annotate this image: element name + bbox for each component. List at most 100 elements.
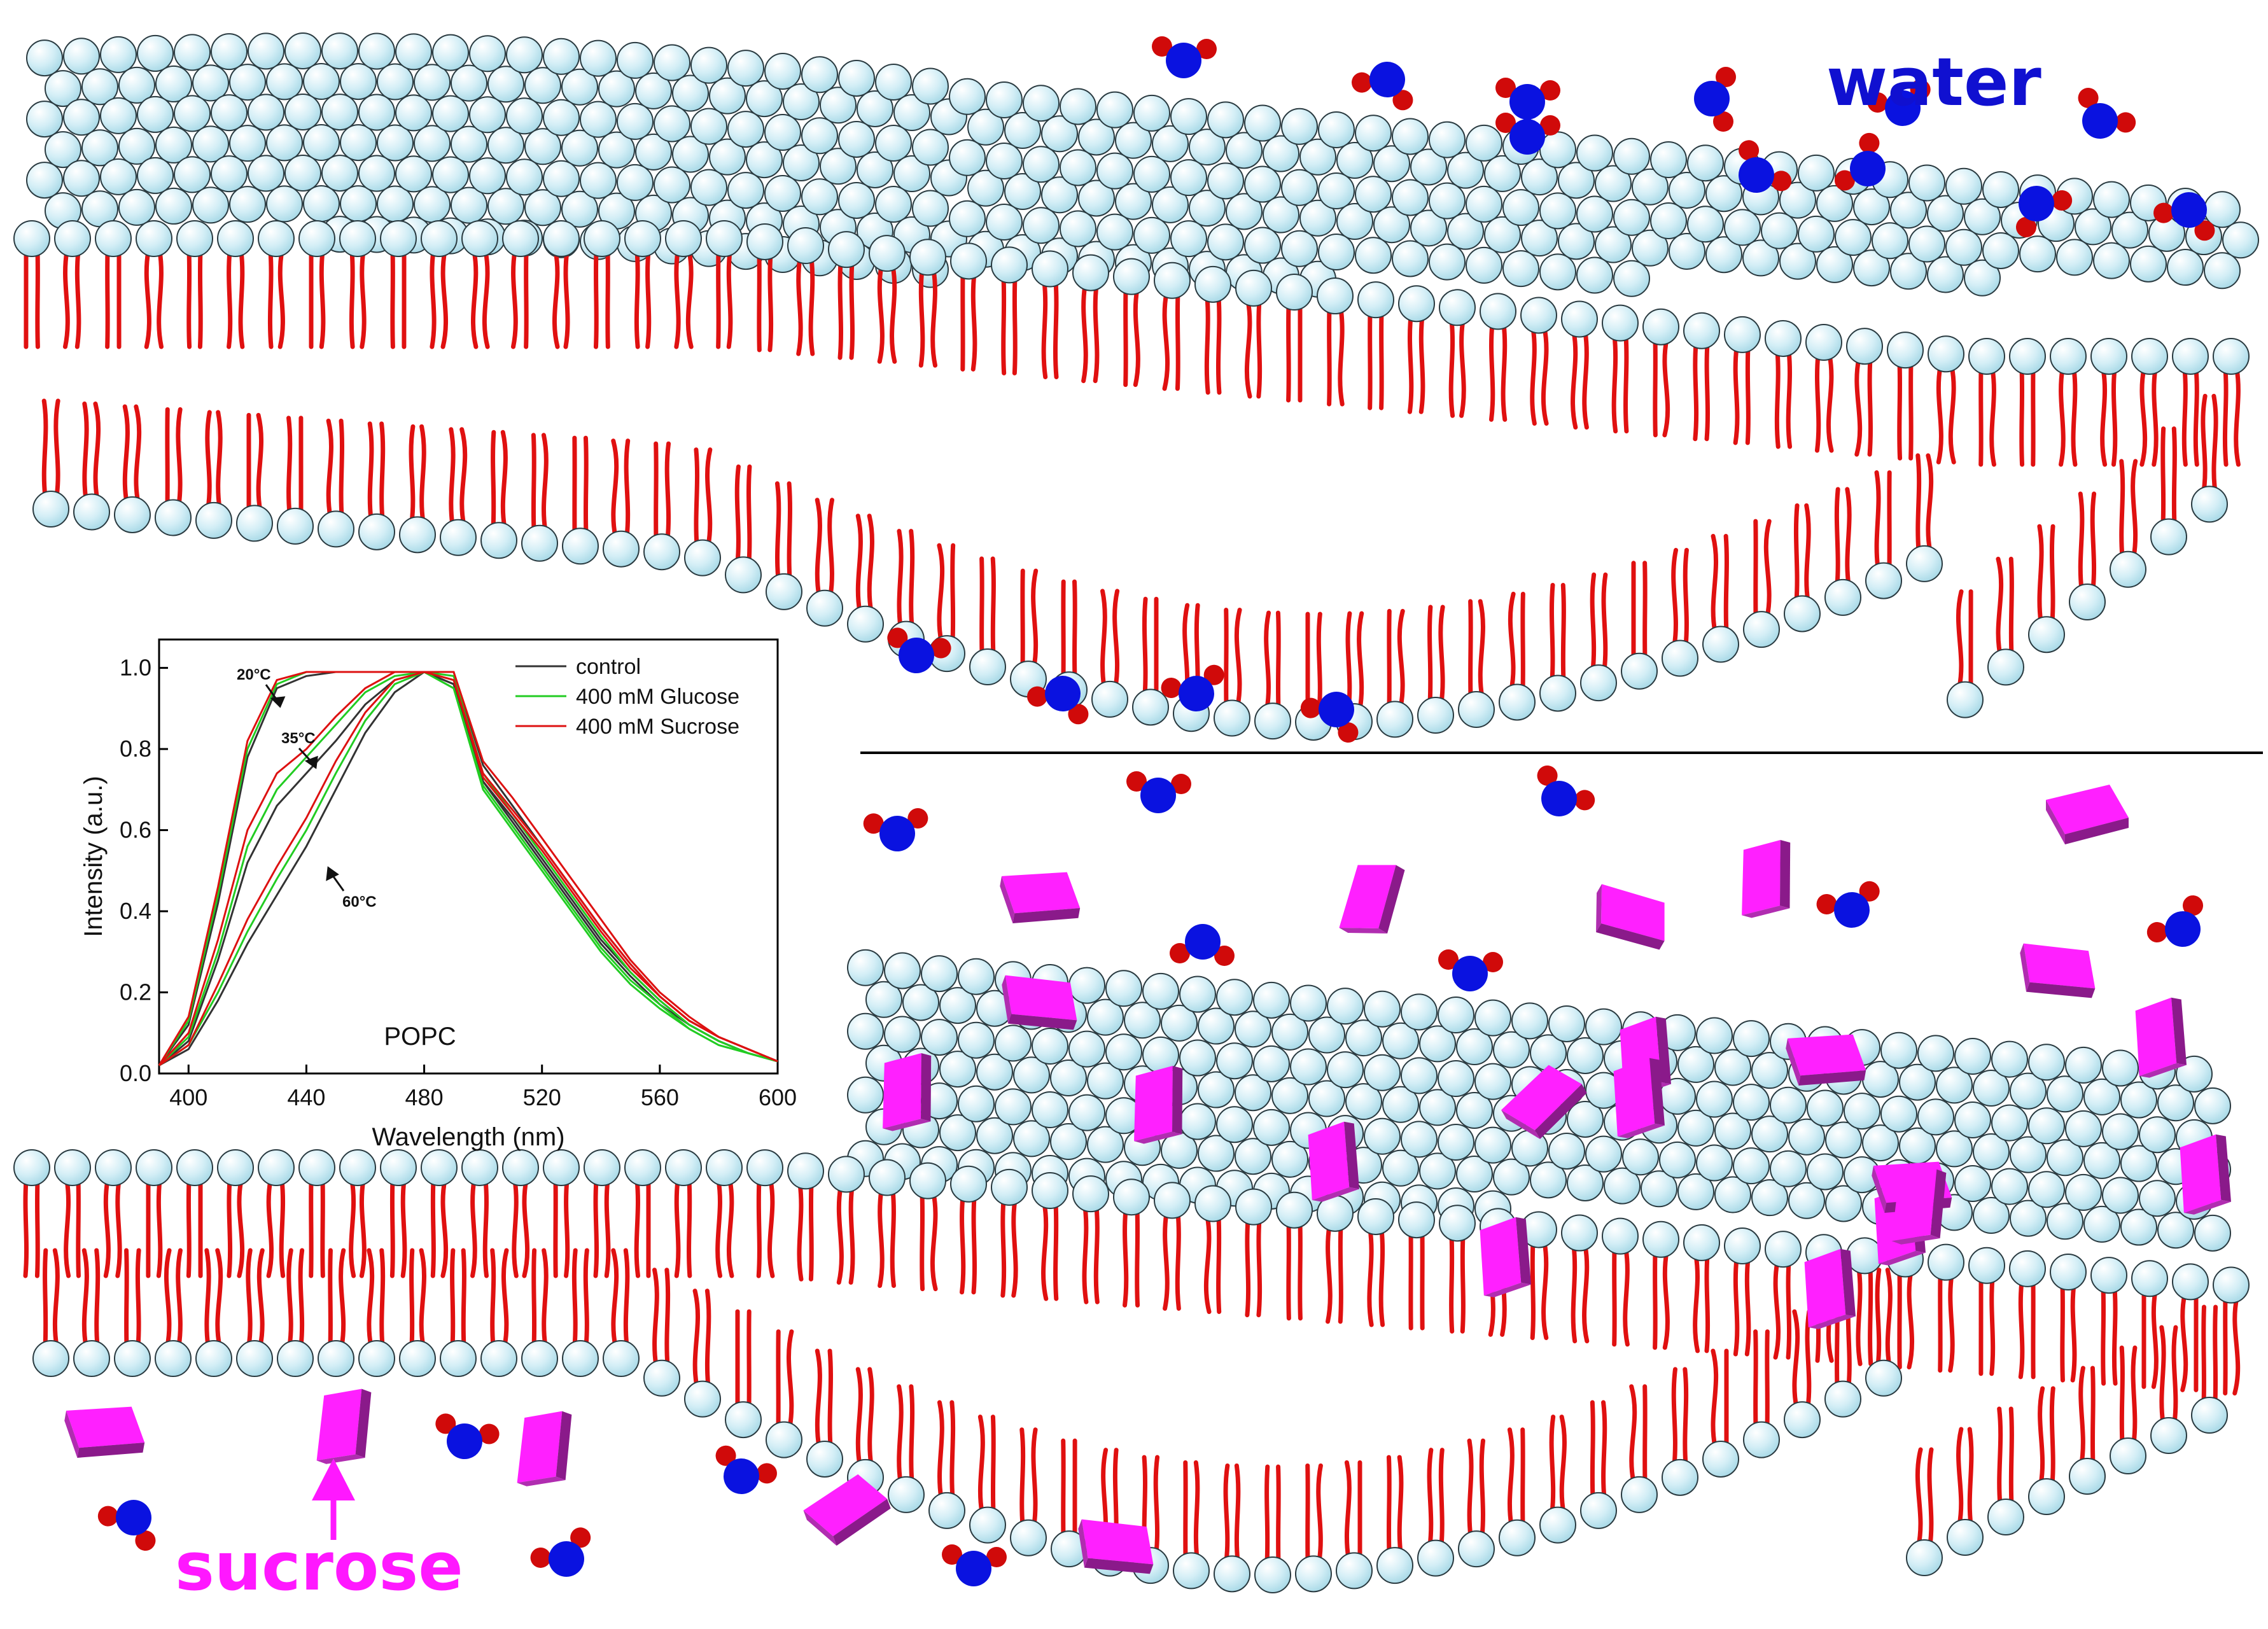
- lipid-molecule: [2131, 338, 2168, 467]
- lipid-head: [2047, 1075, 2083, 1113]
- lipid-head: [1853, 249, 1890, 287]
- lipid-head: [1198, 1135, 1235, 1172]
- water-molecule-icon: [1027, 676, 1089, 725]
- lipid-head: [1945, 167, 1982, 205]
- lipid-head: [1179, 1103, 1216, 1140]
- lipid-head: [654, 105, 690, 143]
- lipid-head: [1493, 1158, 1530, 1196]
- lipid-head: [1502, 189, 1539, 227]
- lipid-head: [1170, 98, 1207, 136]
- sucrose-crystal-icon: [1596, 884, 1665, 950]
- lipid-head: [1078, 179, 1115, 217]
- lipid-molecule: [2131, 1260, 2168, 1389]
- sucrose-crystal-icon: [517, 1411, 572, 1486]
- lipid-head: [958, 1021, 995, 1059]
- lipid-head: [1539, 192, 1576, 230]
- sucrose-arrow: [312, 1458, 355, 1540]
- lipid-head: [1714, 1176, 1751, 1213]
- lipid-head: [321, 94, 358, 131]
- lipid-head: [1345, 1083, 1382, 1121]
- lipid-molecule: [1398, 1201, 1435, 1331]
- lipid-molecule: [1173, 603, 1210, 732]
- y-tick-label: 0.4: [120, 898, 151, 924]
- legend-label: 400 mM Sucrose: [576, 715, 739, 739]
- lipid-head: [211, 94, 248, 132]
- lipid-head: [2028, 1171, 2065, 1208]
- lipid-head: [2139, 1116, 2176, 1154]
- lipid-head: [690, 46, 727, 84]
- sucrose-crystal-icon: [1134, 1065, 1183, 1144]
- lipid-head: [1438, 1124, 1474, 1161]
- lipid-head: [1466, 185, 1502, 223]
- lipid-head: [266, 124, 303, 162]
- lipid-head: [1973, 1133, 2010, 1170]
- sucrose-crystal-icon: [1742, 839, 1791, 918]
- lipid-head: [1880, 1031, 1917, 1069]
- lipid-head: [1632, 229, 1669, 267]
- lipid-head: [1373, 145, 1410, 183]
- lipid-molecule: [584, 220, 620, 349]
- lipid-head: [1751, 1179, 1788, 1217]
- lipid-molecule: [746, 223, 783, 353]
- lipid-head: [1595, 165, 1632, 202]
- lipid-head: [617, 41, 654, 79]
- lipid-head: [1392, 240, 1429, 277]
- lipid-head: [976, 1053, 1013, 1091]
- lipid-head: [155, 65, 192, 102]
- lipid-head: [118, 66, 155, 104]
- lipid-head: [1954, 1101, 1991, 1138]
- lipid-molecule: [888, 1384, 925, 1513]
- lipid-molecule: [1968, 338, 2005, 467]
- lipid-head: [377, 185, 414, 223]
- lipid-head: [1576, 256, 1613, 294]
- lipid-molecule: [399, 424, 436, 554]
- lipid-molecule: [1805, 324, 1842, 453]
- lipid-head: [598, 70, 635, 108]
- lipid-head: [248, 155, 284, 192]
- lipid-head: [1401, 993, 1438, 1031]
- lipid-head: [451, 186, 487, 224]
- lipid-head: [857, 90, 893, 127]
- sucrose-crystal-icon: [1480, 1217, 1532, 1297]
- lipid-head: [1318, 234, 1355, 270]
- lipid-head: [690, 169, 727, 206]
- lipid-head: [820, 87, 857, 124]
- lipid-molecule: [746, 1149, 783, 1278]
- lipid-head: [1281, 169, 1318, 206]
- lipid-head: [1687, 206, 1724, 243]
- lipid-head: [1917, 1098, 1954, 1136]
- lipid-head: [1677, 1045, 1714, 1083]
- lipid-head: [248, 32, 284, 70]
- lipid-head: [1087, 1126, 1124, 1163]
- water-molecule-icon: [887, 627, 951, 673]
- lipid-molecule: [421, 220, 458, 349]
- lipid-molecule: [1784, 503, 1821, 633]
- water-molecule-icon: [1694, 67, 1736, 132]
- lipid-molecule: [1928, 1243, 1964, 1373]
- lipid-head: [1927, 256, 1964, 293]
- lipid-head: [1105, 970, 1142, 1007]
- lipid-head: [432, 34, 469, 71]
- lipid-head: [1844, 1093, 1880, 1130]
- lipid-head: [2028, 1107, 2065, 1145]
- lipid-molecule: [706, 1149, 743, 1278]
- lipid-head: [2083, 1142, 2120, 1179]
- lipid-head: [1032, 1091, 1068, 1128]
- x-tick-label: 480: [405, 1084, 444, 1110]
- lipid-molecule: [1865, 1268, 1902, 1397]
- lipid-molecule: [1906, 1447, 1943, 1576]
- y-tick-label: 0.8: [120, 736, 151, 762]
- lipid-molecule: [2069, 491, 2106, 620]
- lipid-molecule: [73, 1248, 110, 1377]
- lipid-molecule: [1194, 1185, 1231, 1314]
- lipid-head: [1124, 1002, 1161, 1039]
- lipid-head: [1696, 1080, 1733, 1118]
- water-molecule-icon: [1834, 132, 1886, 191]
- lipid-head: [1170, 159, 1207, 197]
- lipid-molecule: [1928, 335, 1964, 465]
- lipid-head: [939, 1114, 976, 1152]
- lipid-head: [1558, 162, 1595, 199]
- lipid-head: [1438, 996, 1474, 1034]
- lipid-head: [838, 181, 875, 219]
- lipid-head: [1632, 168, 1669, 206]
